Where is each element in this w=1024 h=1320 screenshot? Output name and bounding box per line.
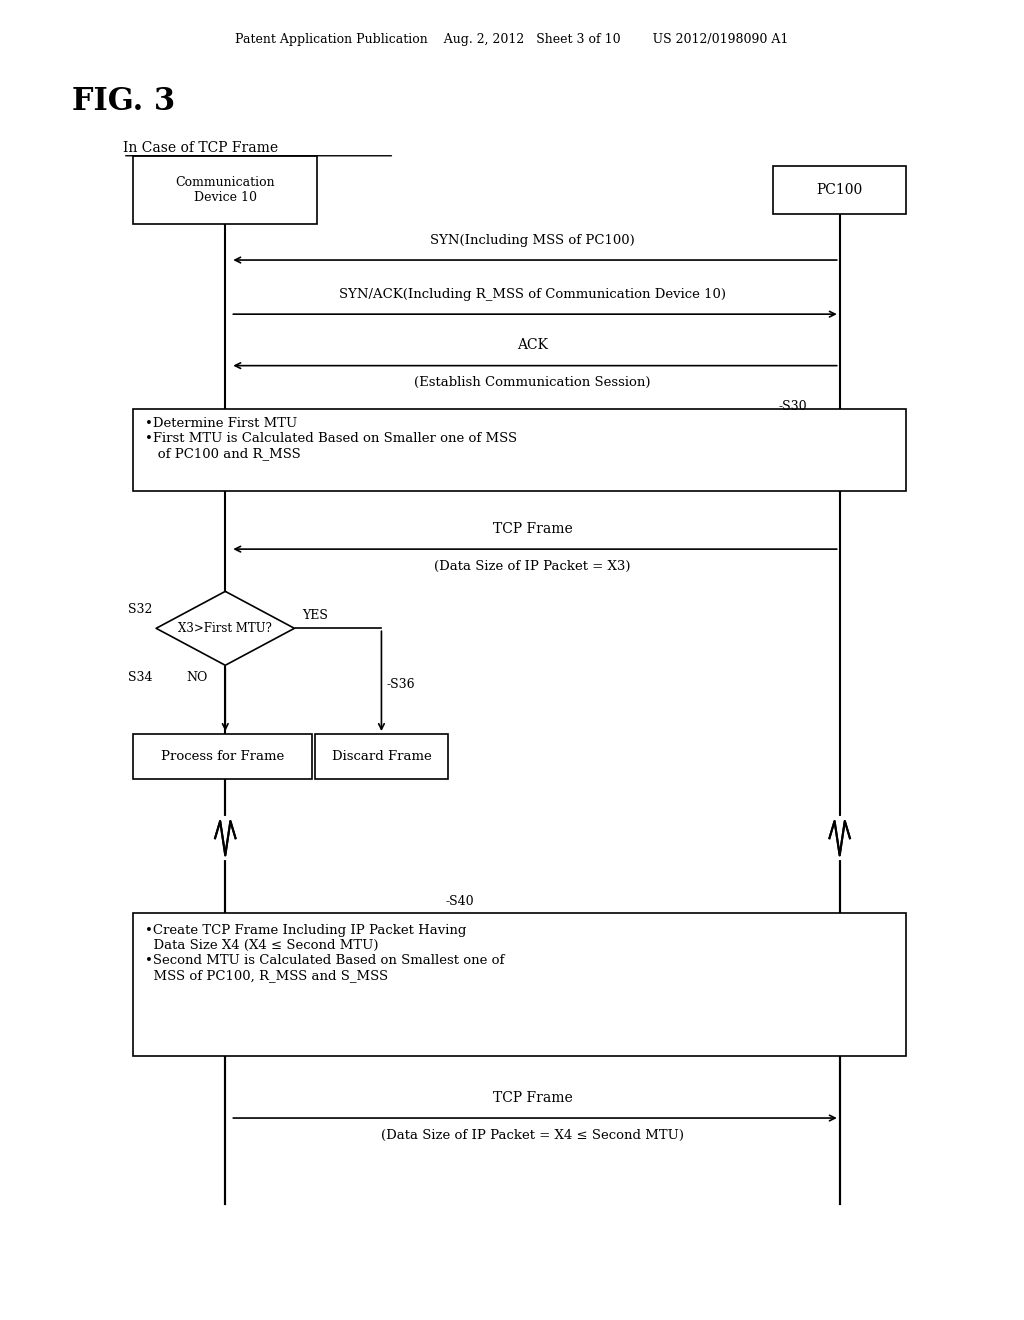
- Text: Patent Application Publication    Aug. 2, 2012   Sheet 3 of 10        US 2012/01: Patent Application Publication Aug. 2, 2…: [236, 33, 788, 46]
- Text: X3>First MTU?: X3>First MTU?: [178, 622, 272, 635]
- Text: -S36: -S36: [387, 678, 415, 692]
- Polygon shape: [156, 591, 295, 665]
- Text: SYN/ACK(Including R_MSS of Communication Device 10): SYN/ACK(Including R_MSS of Communication…: [339, 288, 726, 301]
- Text: (Establish Communication Session): (Establish Communication Session): [415, 376, 650, 389]
- Text: S32: S32: [128, 603, 153, 616]
- Text: Discard Frame: Discard Frame: [332, 750, 431, 763]
- Text: -S30: -S30: [778, 400, 807, 413]
- Text: YES: YES: [303, 609, 329, 622]
- Text: SYN(Including MSS of PC100): SYN(Including MSS of PC100): [430, 234, 635, 247]
- FancyBboxPatch shape: [133, 734, 312, 779]
- FancyBboxPatch shape: [133, 913, 906, 1056]
- Text: In Case of TCP Frame: In Case of TCP Frame: [123, 141, 278, 156]
- Text: •Create TCP Frame Including IP Packet Having
  Data Size X4 (X4 ≤ Second MTU)
•S: •Create TCP Frame Including IP Packet Ha…: [145, 924, 505, 982]
- FancyBboxPatch shape: [315, 734, 449, 779]
- Text: (Data Size of IP Packet = X3): (Data Size of IP Packet = X3): [434, 560, 631, 573]
- Text: ACK: ACK: [517, 338, 548, 352]
- Text: Communication
Device 10: Communication Device 10: [175, 176, 275, 205]
- Text: TCP Frame: TCP Frame: [493, 521, 572, 536]
- Text: NO: NO: [186, 671, 208, 684]
- FancyBboxPatch shape: [133, 409, 906, 491]
- Text: (Data Size of IP Packet = X4 ≤ Second MTU): (Data Size of IP Packet = X4 ≤ Second MT…: [381, 1129, 684, 1142]
- FancyBboxPatch shape: [773, 166, 906, 214]
- Text: FIG. 3: FIG. 3: [72, 86, 175, 116]
- Text: -S40: -S40: [445, 895, 474, 908]
- Text: •Determine First MTU
•First MTU is Calculated Based on Smaller one of MSS
   of : •Determine First MTU •First MTU is Calcu…: [145, 417, 517, 461]
- Text: S34: S34: [128, 671, 153, 684]
- FancyBboxPatch shape: [133, 156, 317, 224]
- Text: TCP Frame: TCP Frame: [493, 1090, 572, 1105]
- Text: Process for Frame: Process for Frame: [161, 750, 285, 763]
- Text: PC100: PC100: [816, 183, 863, 197]
